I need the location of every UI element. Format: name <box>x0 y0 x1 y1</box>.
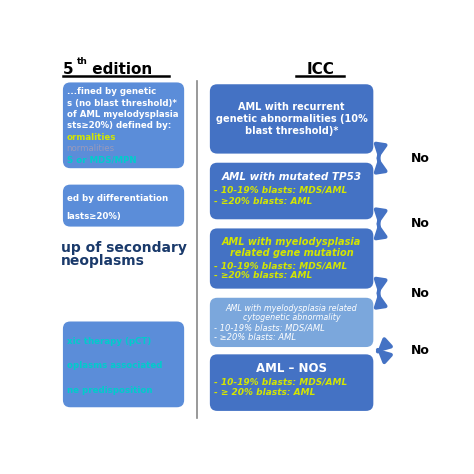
FancyBboxPatch shape <box>210 84 374 154</box>
FancyBboxPatch shape <box>63 185 184 227</box>
Text: S or MDS/MPN: S or MDS/MPN <box>66 155 136 164</box>
Text: - ≥20% blasts: AML: - ≥20% blasts: AML <box>213 272 312 280</box>
Text: related gene mutation: related gene mutation <box>230 248 354 258</box>
Text: - 10-19% blasts: MDS/AML: - 10-19% blasts: MDS/AML <box>213 186 347 195</box>
Text: ICC: ICC <box>306 62 334 77</box>
FancyBboxPatch shape <box>210 163 374 219</box>
Text: - 10-19% blasts: MDS/AML: - 10-19% blasts: MDS/AML <box>213 377 347 386</box>
Text: up of secondary: up of secondary <box>61 241 187 255</box>
Text: lasts≥20%): lasts≥20%) <box>66 212 121 221</box>
Text: neoplasms: neoplasms <box>61 254 145 268</box>
Text: ormalities: ormalities <box>66 133 116 142</box>
Text: normalities: normalities <box>66 144 115 153</box>
Text: - 10-19% blasts: MDS/AML: - 10-19% blasts: MDS/AML <box>213 324 324 333</box>
Text: sts≥20%) defined by:: sts≥20%) defined by: <box>66 121 171 130</box>
Text: ne predisposition: ne predisposition <box>66 386 152 395</box>
Text: - ≥20% blasts: AML: - ≥20% blasts: AML <box>213 333 295 342</box>
Text: oplasms associated: oplasms associated <box>66 361 162 370</box>
Text: AML with recurrent
genetic abnormalities (10%
blast threshold)*: AML with recurrent genetic abnormalities… <box>216 102 367 136</box>
Text: edition: edition <box>87 62 152 77</box>
FancyBboxPatch shape <box>210 228 374 289</box>
Text: s (no blast threshold)*: s (no blast threshold)* <box>66 99 176 108</box>
Text: - ≥ 20% blasts: AML: - ≥ 20% blasts: AML <box>213 388 315 397</box>
Text: ...fined by genetic: ...fined by genetic <box>66 87 156 96</box>
Text: No: No <box>411 287 430 300</box>
FancyBboxPatch shape <box>210 298 374 347</box>
Text: No: No <box>411 344 430 357</box>
Text: No: No <box>411 152 430 164</box>
Text: cytogenetic abnormality: cytogenetic abnormality <box>243 313 340 322</box>
Text: - 10-19% blasts: MDS/AML: - 10-19% blasts: MDS/AML <box>213 261 347 270</box>
FancyBboxPatch shape <box>63 82 184 168</box>
Text: AML with mutated TP53: AML with mutated TP53 <box>221 172 362 182</box>
Text: AML – NOS: AML – NOS <box>256 362 327 375</box>
Text: AML with myelodysplasia related: AML with myelodysplasia related <box>226 304 357 313</box>
FancyBboxPatch shape <box>210 355 374 411</box>
FancyBboxPatch shape <box>63 321 184 407</box>
Text: AML with myelodysplasia: AML with myelodysplasia <box>222 237 361 247</box>
Text: of AML myelodysplasia: of AML myelodysplasia <box>66 110 178 119</box>
Text: ed by differentiation: ed by differentiation <box>66 194 168 203</box>
Text: xic therapy (pCT): xic therapy (pCT) <box>66 337 151 346</box>
Text: 5: 5 <box>63 62 73 77</box>
Text: No: No <box>411 218 430 230</box>
Text: th: th <box>77 57 88 66</box>
Text: - ≥20% blasts: AML: - ≥20% blasts: AML <box>213 197 312 206</box>
